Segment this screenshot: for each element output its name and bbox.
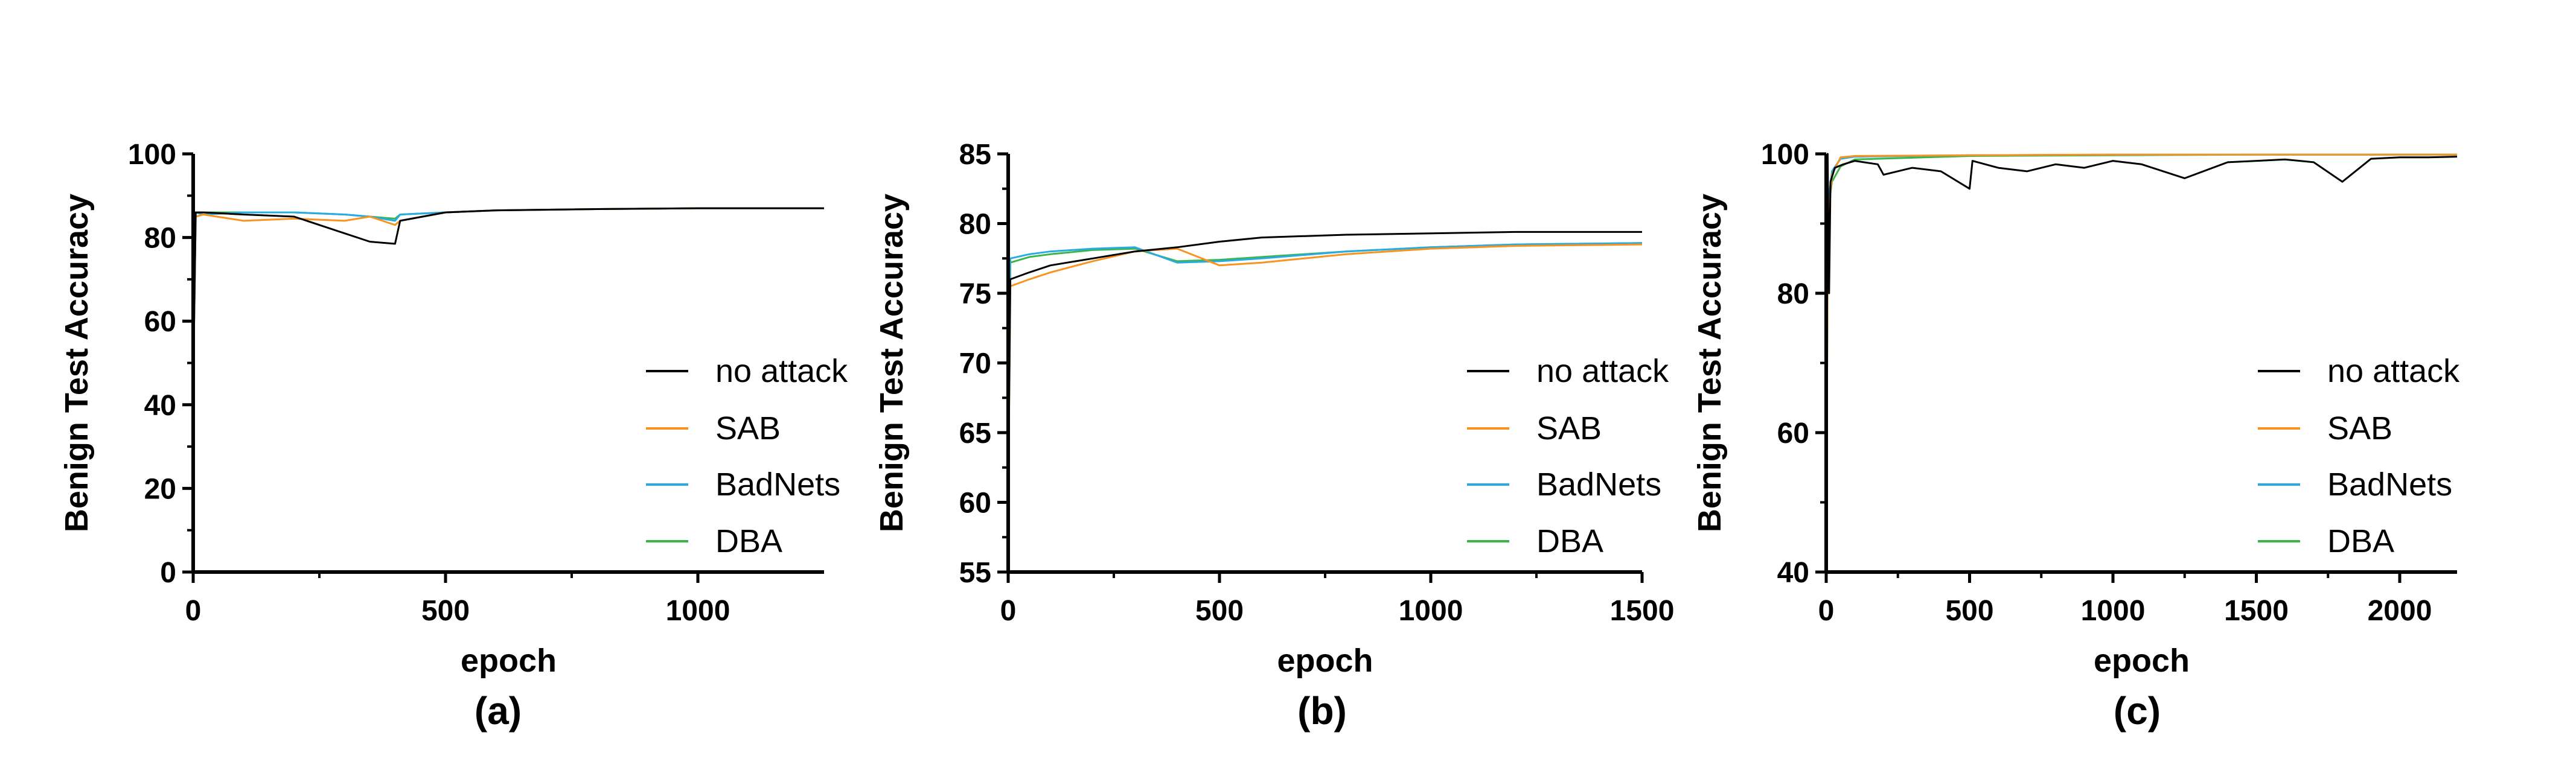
y-tick-label: 20	[144, 473, 176, 505]
y-tick-label: 100	[1761, 139, 1809, 171]
legend-label: DBA	[1536, 523, 1603, 559]
panel-label: (c)	[2114, 689, 2161, 733]
y-axis-title: Benign Test Accuracy	[874, 194, 910, 532]
y-tick-label: 60	[144, 306, 176, 338]
legend-label: SAB	[2327, 410, 2392, 447]
legend: no attack SAB BadNets DBA	[1467, 353, 1669, 559]
y-tick-label: 80	[959, 209, 991, 241]
x-tick-label: 1500	[1610, 595, 1675, 627]
legend: no attack SAB BadNets DBA	[646, 353, 848, 559]
legend-label: no attack	[715, 353, 848, 389]
series-line-no-attack	[1825, 153, 2458, 573]
x-axis-title: epoch	[1277, 643, 1373, 679]
legend-label: SAB	[1536, 410, 1602, 447]
chart-panel-2: 55 60 65 70 75 80 85 0 500 1000 1500 epoch Benign Te…	[874, 139, 1674, 733]
y-tick-label: 60	[1777, 418, 1809, 450]
panel-label: (b)	[1297, 689, 1347, 733]
legend-label: BadNets	[715, 466, 840, 503]
legend-label: BadNets	[1536, 466, 1661, 503]
x-tick-label: 0	[1000, 595, 1017, 627]
y-tick-label: 40	[1777, 557, 1809, 589]
y-tick-label: 65	[959, 418, 991, 450]
legend-label: no attack	[2327, 353, 2460, 389]
series-line-no-attack	[1007, 231, 1642, 503]
x-tick-label: 0	[1818, 595, 1835, 627]
x-tick-label: 500	[1945, 595, 1993, 627]
y-tick-label: 75	[959, 278, 991, 310]
y-tick-label: 55	[959, 557, 991, 589]
x-axis-title: epoch	[461, 643, 557, 679]
x-tick-label: 1000	[666, 595, 730, 627]
y-tick-label: 80	[1777, 278, 1809, 310]
legend-label: BadNets	[2327, 466, 2452, 503]
x-tick-label: 500	[1195, 595, 1244, 627]
x-tick-label: 1000	[1399, 595, 1463, 627]
x-tick-label: 2000	[2368, 595, 2432, 627]
y-tick-label: 0	[160, 557, 176, 589]
legend: no attack SAB BadNets DBA	[2258, 353, 2460, 559]
series-line-badnets	[1007, 242, 1643, 475]
legend-label: SAB	[715, 410, 781, 447]
y-tick-label: 85	[959, 139, 991, 171]
y-tick-label: 70	[959, 348, 991, 380]
y-tick-label: 80	[144, 223, 176, 255]
y-tick-label: 100	[128, 139, 176, 171]
y-tick-label: 60	[959, 488, 991, 520]
x-axis-title: epoch	[2094, 643, 2190, 679]
legend-label: DBA	[715, 523, 782, 559]
series-line-sab	[1007, 243, 1643, 517]
legend-label: no attack	[1536, 353, 1669, 389]
x-tick-label: 1500	[2224, 595, 2289, 627]
y-tick-label: 40	[144, 390, 176, 422]
series-line-no-attack	[192, 207, 824, 384]
y-axis-title: Benign Test Accuracy	[59, 194, 95, 532]
x-tick-label: 0	[185, 595, 202, 627]
x-tick-label: 1000	[2081, 595, 2146, 627]
legend-label: DBA	[2327, 523, 2394, 559]
panel-label: (a)	[475, 689, 522, 733]
x-tick-label: 500	[421, 595, 470, 627]
y-axis-title: Benign Test Accuracy	[1692, 194, 1728, 532]
